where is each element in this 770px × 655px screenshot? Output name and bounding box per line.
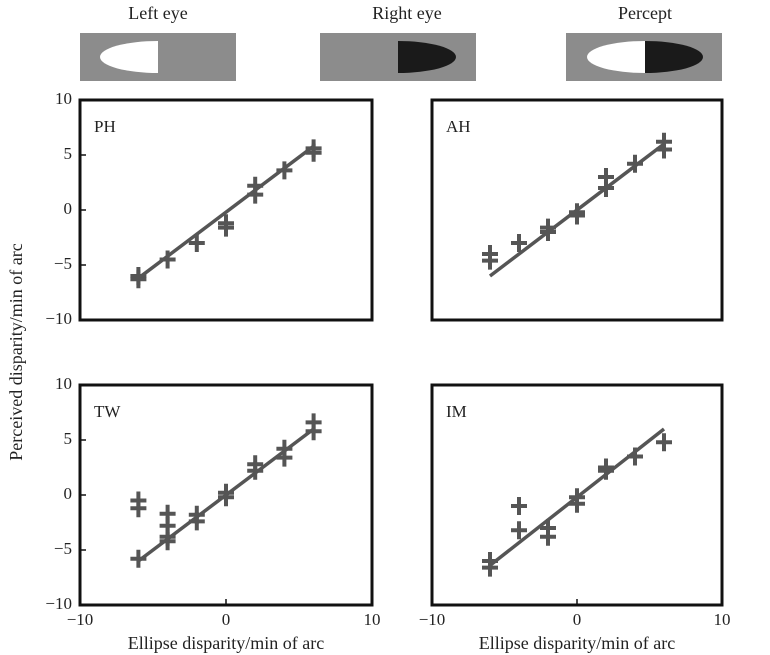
x-axis-label: Ellipse disparity/min of arc [479,633,675,653]
stimulus-left [80,33,236,81]
data-point [656,140,672,159]
plot-frame [78,98,374,322]
data-point [247,461,264,480]
data-point [188,512,205,531]
data-point [276,448,293,467]
data-point [511,234,527,252]
data-point [511,497,527,515]
x-tick-label: 10 [714,610,731,629]
stimulus-percept [566,33,722,81]
stimulus-label: Right eye [372,3,442,23]
panel-label: AH [446,117,471,136]
y-tick-label: 5 [64,144,73,163]
stimulus-right [320,33,476,81]
data-point [130,549,147,568]
y-tick-label: 5 [64,429,73,448]
data-point [276,161,293,180]
data-point [540,223,556,241]
stimulus-label: Percept [618,3,672,23]
data-point [656,433,672,452]
data-point [130,270,147,289]
x-tick-label: −10 [67,610,94,629]
x-tick-label: 10 [364,610,381,629]
panel-label: IM [446,402,467,421]
y-tick-label: −10 [45,594,72,613]
data-point [218,488,234,507]
y-tick-label: −5 [54,539,72,558]
data-point [482,251,498,270]
x-tick-label: 0 [573,610,582,629]
data-point [627,154,643,173]
stimulus-label: Left eye [128,3,187,23]
y-tick-label: 0 [64,199,73,218]
data-point [569,494,585,513]
y-tick-label: 10 [55,374,72,393]
y-axis-label: Perceived disparity/min of arc [6,243,26,460]
data-point [482,558,498,577]
data-point [247,185,264,204]
data-point [598,461,614,480]
y-tick-label: 0 [64,484,73,503]
data-point [511,521,527,540]
x-axis-label: Ellipse disparity/min of arc [128,633,324,653]
plot-frame [430,98,724,322]
panel-label: TW [94,402,121,421]
y-tick-label: −10 [45,309,72,328]
data-point [598,179,614,197]
data-point [569,206,585,225]
data-point [218,218,234,237]
x-tick-label: −10 [419,610,446,629]
y-tick-label: −5 [54,254,72,273]
data-point [159,250,176,269]
panel-label: PH [94,117,116,136]
data-point [540,527,556,546]
data-point [305,143,322,162]
y-tick-label: 10 [55,89,72,108]
data-point [305,422,322,441]
data-point [188,234,205,252]
data-point [130,499,147,518]
x-tick-label: 0 [222,610,231,629]
data-point [159,532,176,551]
data-point [627,447,643,466]
